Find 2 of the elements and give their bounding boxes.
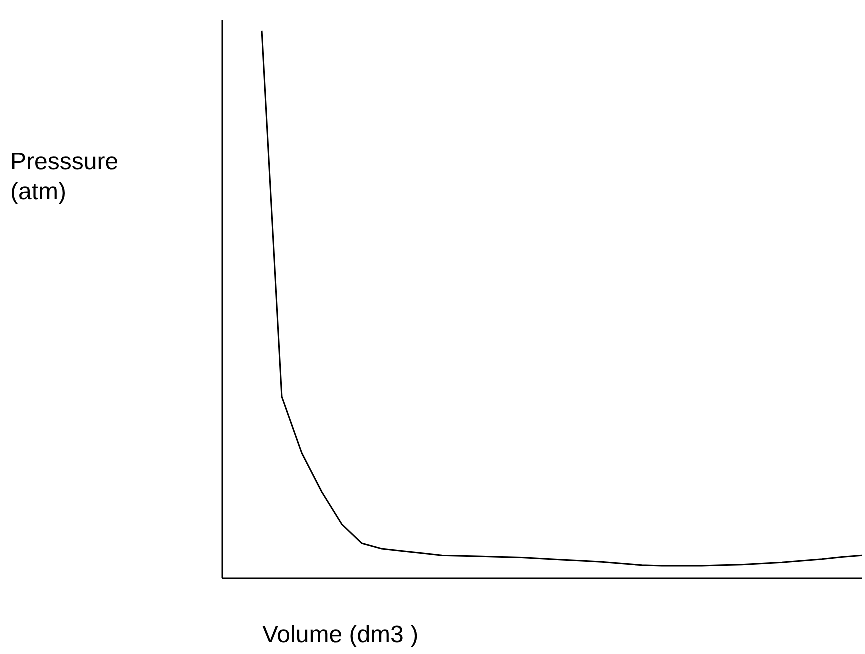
x-axis-title: Volume (dm3 ) — [262, 622, 419, 648]
y-axis-title: Presssure (atm) — [10, 148, 119, 206]
